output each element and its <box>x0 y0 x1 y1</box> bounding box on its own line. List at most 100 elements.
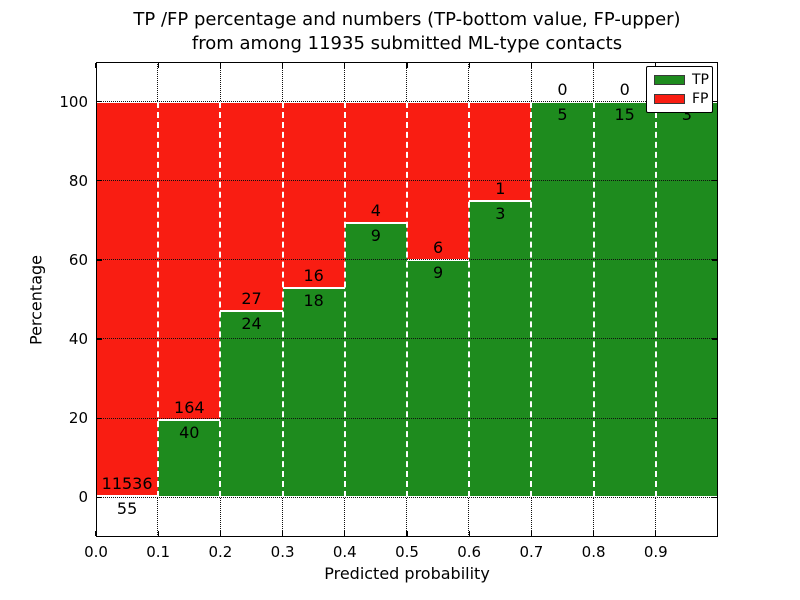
x-tick-top <box>219 63 221 68</box>
gridline-horizontal <box>96 338 718 340</box>
tp-count-label: 15 <box>614 104 635 124</box>
x-tick-top <box>593 63 595 68</box>
bar-tp-segment <box>158 419 221 498</box>
x-tick-label: 0.0 <box>84 543 108 561</box>
bar-boundary-edge <box>344 222 407 225</box>
legend-label-tp: TP <box>692 71 709 88</box>
gridline-horizontal <box>96 180 718 181</box>
x-tick-bottom <box>344 531 346 536</box>
tp-count-label: 55 <box>116 498 138 518</box>
chart-title-line-1: TP /FP percentage and numbers (TP-bottom… <box>133 9 681 30</box>
bar-fp-segment <box>469 101 532 201</box>
x-tick-top <box>157 63 159 68</box>
gridline-horizontal <box>96 496 718 498</box>
bar-separator <box>592 101 595 498</box>
tp-count-label: 9 <box>370 226 381 246</box>
x-axis-label: Predicted probability <box>324 564 490 583</box>
y-tick-right <box>712 496 717 498</box>
x-tick-top <box>468 63 470 68</box>
x-tick-bottom <box>157 531 159 536</box>
tp-count-label: 9 <box>433 262 444 282</box>
bar-separator <box>281 101 284 498</box>
fp-count-label: 11536 <box>101 473 153 493</box>
y-tick-left <box>97 180 102 182</box>
y-tick-left <box>97 100 102 103</box>
x-tick-label: 0.6 <box>457 543 482 561</box>
fp-count-label: 0 <box>619 79 630 99</box>
chart-title-line-2: from among 11935 submitted ML-type conta… <box>191 33 623 54</box>
bar-tp-segment <box>282 287 345 498</box>
bar-tp-segment <box>593 101 656 498</box>
x-tick-top <box>95 63 97 68</box>
y-tick-right <box>712 100 717 103</box>
y-tick-left <box>97 496 102 498</box>
x-tick-top <box>344 63 346 68</box>
tp-count-label: 3 <box>681 104 692 124</box>
x-tick-label: 0.8 <box>581 543 606 561</box>
bar-tp-segment <box>220 311 283 498</box>
y-tick-right <box>712 259 717 261</box>
bar-tp-segment <box>344 223 407 498</box>
fp-count-label: 0 <box>557 79 568 99</box>
bar-tp-segment <box>469 200 532 498</box>
legend: TP FP <box>646 66 713 113</box>
bar-boundary-edge <box>220 310 283 313</box>
bar-tp-segment <box>531 101 594 498</box>
x-tick-bottom <box>468 531 470 536</box>
y-tick-right <box>712 180 717 182</box>
x-tick-top <box>655 63 657 68</box>
x-tick-bottom <box>655 531 657 536</box>
x-tick-bottom <box>95 531 97 536</box>
tp-count-label: 24 <box>241 314 262 334</box>
bar-fp-segment <box>96 101 159 496</box>
tp-count-label: 5 <box>557 104 568 124</box>
bar-tp-segment <box>407 259 470 498</box>
bar-separator <box>406 101 408 498</box>
y-tick-left <box>97 417 102 419</box>
fp-count-label: 4 <box>370 201 381 221</box>
y-tick-label: 0 <box>78 488 88 507</box>
x-tick-bottom <box>593 531 595 536</box>
bar-boundary-edge <box>96 494 159 497</box>
bar-separator <box>343 101 346 498</box>
tp-count-label: 3 <box>495 203 506 223</box>
y-tick-label: 20 <box>68 409 88 428</box>
x-tick-bottom <box>219 531 221 536</box>
x-tick-label: 0.3 <box>270 543 295 561</box>
x-tick-label: 0.7 <box>519 543 544 561</box>
legend-label-fp: FP <box>692 91 709 108</box>
fp-color-swatch-icon <box>654 94 685 105</box>
chart-title: TP /FP percentage and numbers (TP-bottom… <box>96 8 718 56</box>
x-tick-top <box>406 63 408 68</box>
y-tick-label: 60 <box>68 250 88 269</box>
bar-boundary-edge <box>469 199 532 202</box>
fp-count-label: 6 <box>433 237 444 257</box>
y-tick-label: 100 <box>59 92 88 111</box>
gridline-horizontal <box>96 100 718 102</box>
bar-fp-segment <box>220 101 283 312</box>
bar-tp-segment <box>655 101 718 498</box>
tp-count-label: 18 <box>303 290 324 310</box>
x-tick-label: 0.4 <box>332 543 357 561</box>
x-tick-label: 0.1 <box>146 543 171 561</box>
bar-boundary-edge <box>158 418 221 421</box>
y-tick-right <box>712 338 717 340</box>
x-tick-label: 0.2 <box>208 543 233 561</box>
x-tick-label: 0.9 <box>643 543 668 561</box>
fp-count-label: 1 <box>495 178 506 198</box>
legend-entry-tp: TP <box>654 73 712 87</box>
bar-boundary-edge <box>282 286 345 289</box>
x-tick-label: 0.5 <box>395 543 419 561</box>
bar-separator <box>530 101 533 498</box>
bar-fp-segment <box>158 101 221 420</box>
x-tick-top <box>530 63 532 68</box>
bar-separator <box>157 101 160 498</box>
x-tick-bottom <box>282 531 284 536</box>
gridline-horizontal <box>96 417 718 419</box>
fp-count-label: 16 <box>303 265 324 285</box>
y-tick-label: 80 <box>68 171 88 190</box>
legend-entry-fp: FP <box>654 92 712 106</box>
tp-count-label: 40 <box>179 422 200 442</box>
bar-fp-segment <box>344 101 407 224</box>
